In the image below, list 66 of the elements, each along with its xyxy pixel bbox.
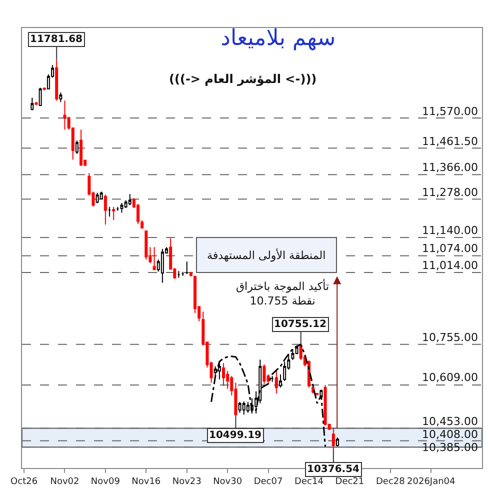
candlestick: [270, 376, 274, 382]
candlestick: [238, 401, 242, 414]
candlestick: [100, 191, 103, 200]
candlestick: [120, 202, 124, 214]
candlestick: [291, 348, 294, 360]
x-tick-label: Nov23: [172, 476, 202, 487]
ref-line-label: 10,755.00: [422, 331, 478, 344]
candlestick: [96, 192, 99, 204]
candlestick: [38, 87, 42, 107]
candlestick: [279, 374, 282, 388]
x-tick-label: Dec07: [254, 476, 283, 487]
candlestick: [189, 271, 192, 277]
annotation: 10499.19: [209, 430, 262, 441]
candlestick: [181, 271, 184, 276]
annotation: 11781.68: [30, 34, 83, 45]
x-tick-label: 2026Jan04: [407, 476, 456, 487]
ref-line-label: 11,014.00: [422, 259, 478, 272]
text: (((-> المؤشر العام <-))): [169, 72, 317, 86]
candlestick: [108, 206, 112, 218]
ref-line-label: 11,074.00: [422, 242, 478, 255]
candlestick: [262, 364, 266, 384]
candlestick: [160, 248, 164, 284]
x-tick-label: Dec21: [335, 476, 364, 487]
x-tick-label: Nov09: [90, 476, 120, 487]
candlestick: [242, 400, 246, 416]
candlestick: [185, 261, 188, 274]
ref-line-label: 11,461.50: [422, 135, 478, 148]
annotation: تأكيد الموجة باختراق 10.755 نقطة: [236, 278, 330, 308]
x-tick-label: Nov16: [132, 476, 161, 487]
candlestick: [152, 246, 156, 270]
candlestick: [128, 194, 132, 206]
candlestick: [112, 206, 116, 220]
candlestick: [34, 101, 38, 106]
ref-line-label: 10,609.00: [422, 371, 478, 384]
ref-line-label: 10,408.00: [422, 428, 478, 441]
candlestick: [59, 92, 62, 103]
candlestick: [75, 140, 78, 154]
candlestick: [104, 194, 107, 226]
ref-line-label: 11,278.00: [422, 186, 478, 199]
candlestick: [324, 384, 327, 426]
x-tick-label: Nov30: [213, 476, 242, 487]
candlestick: [30, 97, 34, 111]
candlestick: [42, 86, 46, 91]
x-tick-label: Dec28: [376, 476, 406, 487]
x-tick-label: Nov02: [50, 476, 80, 487]
candlestick: [116, 206, 120, 212]
chart-title: سهم بلاميعاد: [220, 26, 336, 52]
candlestick: [246, 401, 250, 414]
ref-line-label: 11,140.00: [422, 224, 478, 237]
ref-line-label: 11,570.00: [422, 105, 478, 118]
candlestick: [274, 370, 278, 394]
candlestick: [336, 436, 339, 447]
candlestick: [214, 366, 217, 377]
candlestick: [218, 361, 221, 380]
candlestick: [80, 129, 83, 167]
x-tick-label: Dec14: [294, 476, 324, 487]
ref-line-label: 10,453.00: [422, 415, 478, 428]
candlestick: [222, 362, 225, 386]
annotation: 10376.54: [307, 464, 360, 475]
candlestick: [63, 100, 66, 130]
ref-line-label: 11,366.00: [422, 161, 478, 174]
annotation: المنطقة الأولى المستهدفة: [207, 248, 326, 262]
x-tick-label: Oct26: [10, 476, 38, 487]
candlestick: [177, 270, 180, 278]
annotation: 10755.12: [274, 319, 327, 330]
candlestick: [144, 230, 148, 260]
